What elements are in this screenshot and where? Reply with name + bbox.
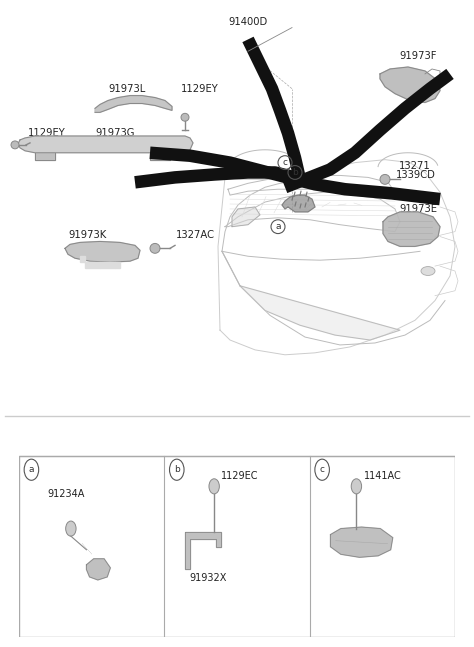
- Polygon shape: [240, 286, 400, 340]
- Text: 1129EY: 1129EY: [181, 83, 219, 94]
- Polygon shape: [185, 532, 221, 569]
- Text: 1327AC: 1327AC: [175, 230, 215, 239]
- Polygon shape: [282, 195, 315, 212]
- Text: c: c: [319, 465, 325, 474]
- Polygon shape: [95, 96, 172, 113]
- Circle shape: [150, 243, 160, 253]
- Polygon shape: [150, 153, 170, 160]
- Polygon shape: [65, 241, 140, 262]
- Text: 1129EC: 1129EC: [221, 471, 259, 481]
- Polygon shape: [86, 559, 110, 580]
- Circle shape: [351, 479, 362, 494]
- Text: 91932X: 91932X: [189, 573, 227, 584]
- Text: 91973E: 91973E: [399, 204, 437, 214]
- FancyBboxPatch shape: [19, 456, 455, 637]
- Text: a: a: [275, 222, 281, 231]
- Text: 91234A: 91234A: [47, 489, 84, 499]
- Polygon shape: [18, 136, 193, 153]
- Text: c: c: [283, 158, 288, 167]
- Text: b: b: [292, 168, 298, 177]
- Text: b: b: [174, 465, 180, 474]
- Polygon shape: [35, 153, 55, 160]
- Circle shape: [66, 521, 76, 536]
- Polygon shape: [232, 207, 260, 226]
- Ellipse shape: [421, 267, 435, 276]
- Text: 91973K: 91973K: [69, 230, 107, 239]
- Text: 1141AC: 1141AC: [364, 471, 401, 481]
- Text: 91400D: 91400D: [228, 17, 268, 27]
- Circle shape: [380, 175, 390, 184]
- Text: a: a: [28, 465, 34, 474]
- Polygon shape: [383, 212, 440, 247]
- Text: 91973L: 91973L: [109, 83, 146, 94]
- Text: 1339CD: 1339CD: [396, 170, 436, 181]
- Text: 13271: 13271: [399, 160, 431, 171]
- Text: 91973G: 91973G: [95, 128, 135, 138]
- Circle shape: [11, 141, 19, 149]
- Text: 91973F: 91973F: [399, 51, 437, 61]
- Polygon shape: [330, 527, 393, 557]
- Polygon shape: [380, 67, 440, 102]
- Polygon shape: [80, 256, 120, 268]
- Circle shape: [181, 113, 189, 121]
- Circle shape: [209, 479, 219, 494]
- Text: 1129EY: 1129EY: [28, 128, 66, 138]
